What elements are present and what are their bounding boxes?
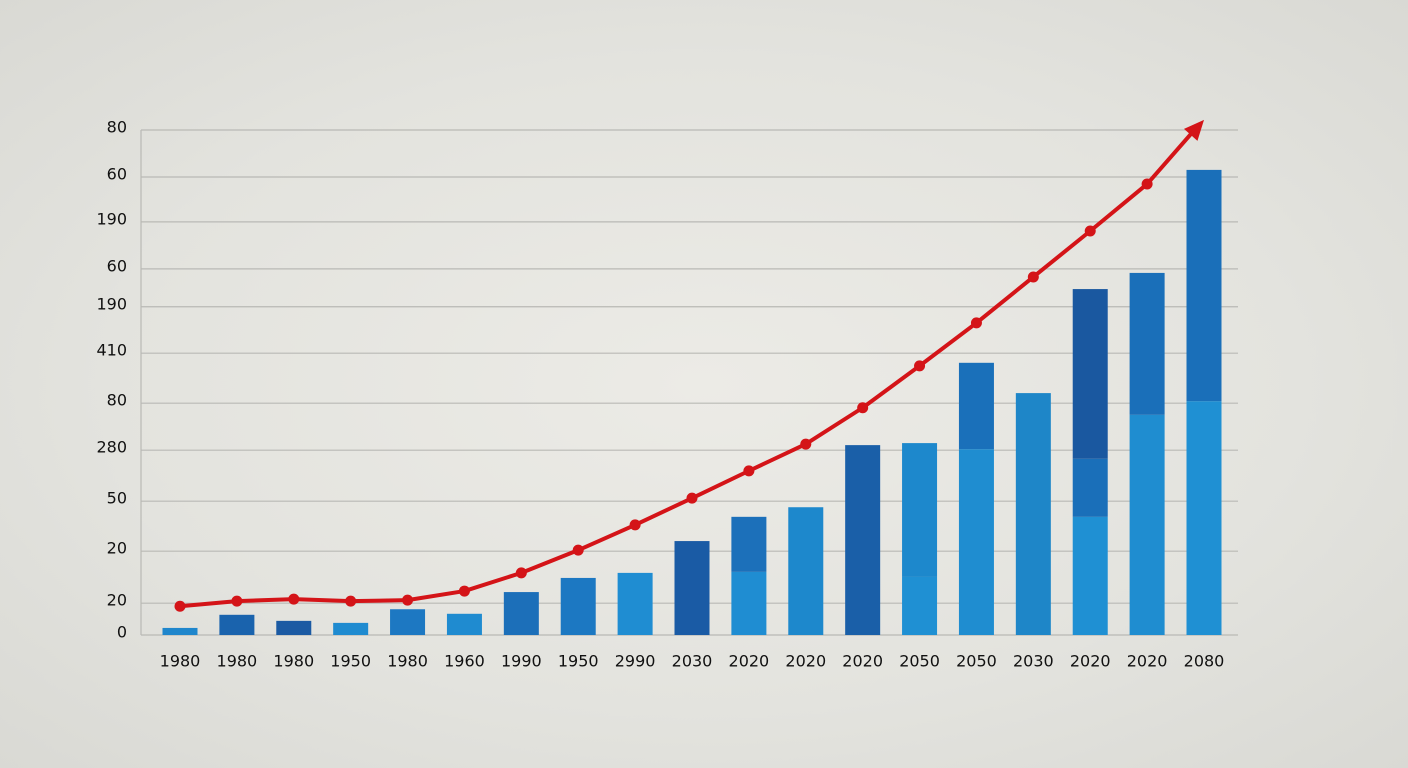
y-tick-label: 50: [107, 489, 127, 508]
bar-segment: [333, 622, 369, 635]
x-tick-label: 1980: [273, 652, 314, 671]
y-tick-label: 80: [107, 118, 127, 137]
line-point: [572, 544, 584, 556]
bar-segment: [1072, 458, 1108, 517]
bar-segment: [446, 613, 482, 635]
line-point: [1141, 178, 1153, 190]
x-tick-label: 2020: [785, 652, 826, 671]
bar-segment: [1072, 516, 1108, 635]
line-point: [231, 595, 243, 607]
bar-segment: [1129, 414, 1165, 635]
x-tick-label: 1980: [217, 652, 258, 671]
line-point: [288, 593, 300, 605]
bar-segment: [958, 449, 994, 635]
line-point: [629, 519, 641, 531]
y-tick-label: 0: [117, 623, 127, 642]
arrow-head: [1183, 119, 1204, 141]
bar-segment: [219, 614, 255, 635]
bar-segment: [162, 627, 198, 635]
line-point: [800, 438, 812, 450]
line-point: [345, 595, 357, 607]
y-tick-label: 60: [107, 164, 127, 183]
y-tick-label: 190: [96, 209, 127, 228]
x-tick-label: 2080: [1184, 652, 1225, 671]
x-tick-label: 2020: [729, 652, 770, 671]
bar-segment: [390, 609, 426, 635]
x-tick-label: 1980: [387, 652, 428, 671]
x-tick-label: 2020: [842, 652, 883, 671]
bar-segment: [1129, 272, 1165, 415]
x-tick-label: 1950: [558, 652, 599, 671]
bar-segment: [1186, 169, 1222, 402]
bar-segment: [902, 443, 938, 577]
line-point: [970, 317, 982, 329]
bar-segment: [845, 445, 881, 635]
bar-segment: [902, 576, 938, 635]
y-tick-label: 20: [107, 591, 127, 610]
x-tick-label: 2030: [672, 652, 713, 671]
y-tick-label: 20: [107, 539, 127, 558]
bar-segment: [1015, 393, 1051, 635]
y-tick-label: 280: [96, 438, 127, 457]
line-point: [458, 585, 470, 597]
bar-segment: [503, 592, 539, 635]
x-tick-label: 2030: [1013, 652, 1054, 671]
line-point: [174, 600, 186, 612]
y-tick-label: 80: [107, 391, 127, 410]
x-tick-label: 1980: [160, 652, 201, 671]
bar-segment: [731, 516, 767, 572]
bar-segment: [276, 620, 312, 635]
bar-segment: [1186, 401, 1222, 635]
line-point: [743, 465, 755, 477]
y-tick-label: 410: [96, 341, 127, 360]
bar-segment: [674, 541, 710, 635]
x-tick-label: 2020: [1070, 652, 1111, 671]
bar-segment: [958, 362, 994, 450]
bar-segment: [788, 507, 824, 635]
line-point: [857, 402, 869, 414]
bar-segment: [1072, 289, 1108, 459]
line-point: [914, 360, 926, 372]
bar-segment: [560, 577, 596, 635]
line-point: [402, 594, 414, 606]
x-tick-label: 1950: [330, 652, 371, 671]
y-tick-label: 60: [107, 256, 127, 275]
x-tick-label: 2050: [956, 652, 997, 671]
y-tick-label: 190: [96, 294, 127, 313]
line-point: [686, 492, 698, 504]
x-tick-label: 2050: [899, 652, 940, 671]
bar-segment: [617, 572, 653, 635]
line-point: [1027, 271, 1039, 283]
x-tick-label: 2990: [615, 652, 656, 671]
x-tick-label: 1990: [501, 652, 542, 671]
bar-segment: [731, 571, 767, 635]
x-tick-label: 2020: [1127, 652, 1168, 671]
line-point: [515, 567, 527, 579]
line-point: [1084, 225, 1096, 237]
x-tick-label: 1960: [444, 652, 485, 671]
